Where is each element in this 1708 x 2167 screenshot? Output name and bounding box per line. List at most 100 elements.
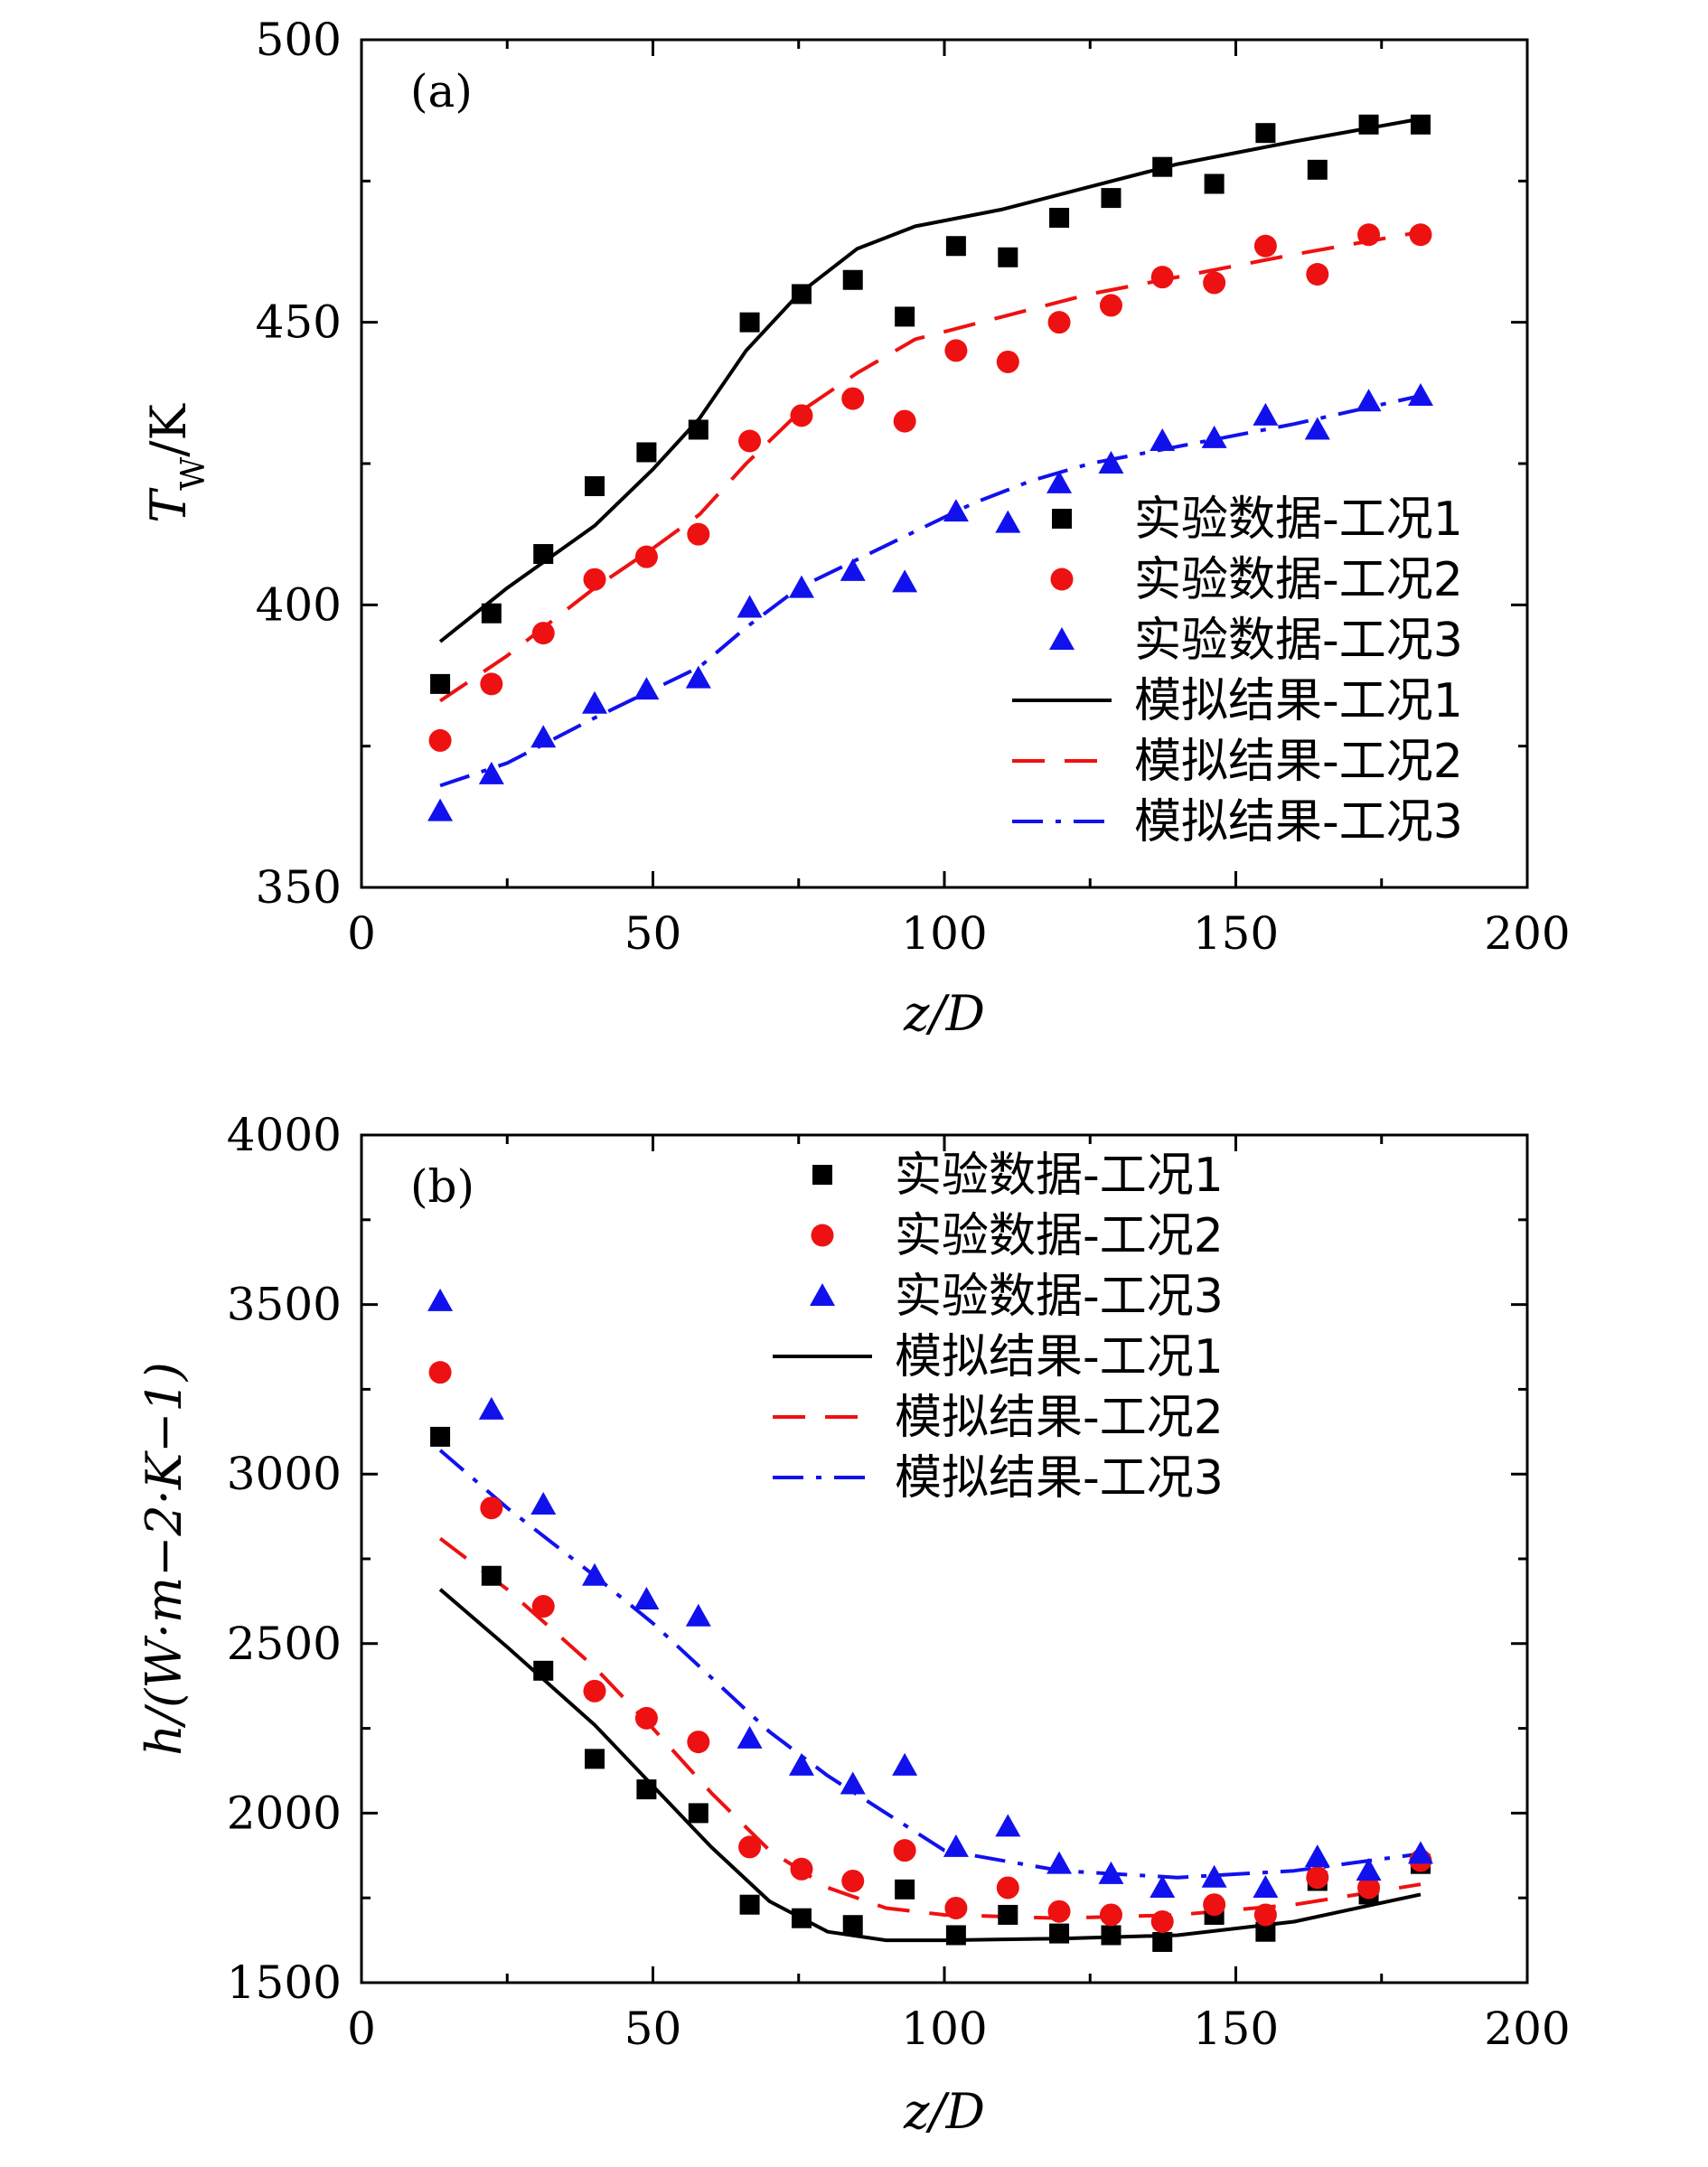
legend-marker xyxy=(1052,509,1072,529)
data-point xyxy=(790,404,813,427)
data-point xyxy=(842,1915,863,1936)
data-point xyxy=(893,409,916,433)
data-point xyxy=(945,236,966,257)
data-point xyxy=(430,673,451,694)
data-point xyxy=(1150,266,1174,289)
data-point xyxy=(633,1587,660,1610)
data-point xyxy=(427,1288,454,1311)
data-point xyxy=(895,1879,915,1900)
data-point xyxy=(788,1752,814,1776)
data-point xyxy=(1150,427,1176,451)
data-point xyxy=(1307,159,1328,180)
data-point xyxy=(943,499,969,522)
data-point xyxy=(739,1894,760,1915)
data-point xyxy=(685,1603,711,1627)
data-point xyxy=(1407,382,1433,406)
legend-marker xyxy=(1049,627,1075,650)
data-point xyxy=(583,1679,606,1703)
data-point xyxy=(1407,1841,1433,1864)
data-point xyxy=(1049,1923,1070,1944)
legend-label: 模拟结果-工况1 xyxy=(1134,674,1463,728)
legend-label: 实验数据-工况2 xyxy=(1134,553,1463,607)
data-point xyxy=(1046,470,1073,493)
legend-label: 实验数据-工况3 xyxy=(1134,614,1463,668)
data-point xyxy=(685,665,711,689)
data-point xyxy=(427,798,454,821)
data-point xyxy=(1356,1858,1382,1881)
data-point xyxy=(1255,123,1276,144)
x-axis-label: z/D xyxy=(903,2083,985,2140)
data-point xyxy=(1150,1874,1176,1898)
data-point xyxy=(738,429,762,453)
data-point xyxy=(945,1925,966,1946)
data-point xyxy=(481,1565,502,1586)
x-tick-label: 200 xyxy=(1484,2003,1570,2055)
data-point xyxy=(738,1835,762,1859)
data-point xyxy=(1049,207,1070,228)
data-point xyxy=(892,1752,918,1776)
data-point xyxy=(1203,271,1226,295)
data-point xyxy=(1101,1925,1121,1946)
y-tick-label: 2000 xyxy=(227,1787,342,1839)
data-point xyxy=(840,558,866,581)
panel-label: (b) xyxy=(410,1160,474,1213)
legend-label: 实验数据-工况2 xyxy=(895,1209,1224,1263)
data-point xyxy=(791,284,812,305)
x-tick-label: 100 xyxy=(901,907,987,960)
data-point xyxy=(944,1896,968,1919)
data-point xyxy=(1253,1903,1277,1927)
data-point xyxy=(585,476,605,497)
data-point xyxy=(530,1491,557,1515)
legend-label: 实验数据-工况1 xyxy=(895,1149,1224,1203)
data-point xyxy=(480,672,503,696)
x-tick-label: 150 xyxy=(1193,907,1279,960)
data-point xyxy=(636,442,657,463)
data-point xyxy=(737,595,763,618)
y-tick-label: 2500 xyxy=(227,1618,342,1670)
data-point xyxy=(998,1904,1018,1925)
x-tick-label: 50 xyxy=(624,907,682,960)
data-point xyxy=(1358,114,1379,135)
data-point xyxy=(944,339,968,362)
series-line xyxy=(439,394,1422,788)
data-point xyxy=(583,568,606,591)
data-point xyxy=(998,247,1018,267)
data-point xyxy=(582,690,607,714)
y-tick-label: 500 xyxy=(256,14,342,66)
data-point xyxy=(533,1660,554,1681)
y-axis-label: h/(W·m−2·K−1) xyxy=(136,1362,192,1756)
data-point xyxy=(478,761,504,784)
data-point xyxy=(428,1361,452,1384)
data-point xyxy=(791,1908,812,1928)
data-point xyxy=(840,1771,866,1795)
legend-label: 模拟结果-工况2 xyxy=(1134,735,1463,789)
data-point xyxy=(1204,174,1225,194)
data-point xyxy=(841,387,865,410)
legend-marker xyxy=(812,1165,832,1185)
data-point xyxy=(1357,223,1381,247)
legend-marker xyxy=(810,1283,835,1306)
data-point xyxy=(1201,425,1227,448)
data-point xyxy=(943,1834,969,1857)
data-point xyxy=(841,1869,865,1892)
x-tick-label: 100 xyxy=(901,2003,987,2055)
x-tick-label: 50 xyxy=(624,2003,682,2055)
data-point xyxy=(1255,1921,1276,1942)
x-tick-label: 0 xyxy=(347,907,376,960)
x-axis-label: z/D xyxy=(903,985,985,1042)
data-point xyxy=(634,545,658,568)
data-point xyxy=(481,603,502,624)
y-tick-label: 3500 xyxy=(227,1279,342,1331)
series-line xyxy=(438,1449,1422,1880)
data-point xyxy=(687,522,710,546)
data-point xyxy=(531,622,555,645)
y-tick-label: 400 xyxy=(256,578,342,631)
x-tick-label: 0 xyxy=(347,2003,376,2055)
data-point xyxy=(892,569,918,593)
data-point xyxy=(842,269,863,290)
data-point xyxy=(1409,223,1432,247)
data-point xyxy=(1152,156,1173,177)
data-point xyxy=(995,510,1021,533)
data-point xyxy=(895,306,915,327)
data-point xyxy=(1201,1864,1227,1888)
